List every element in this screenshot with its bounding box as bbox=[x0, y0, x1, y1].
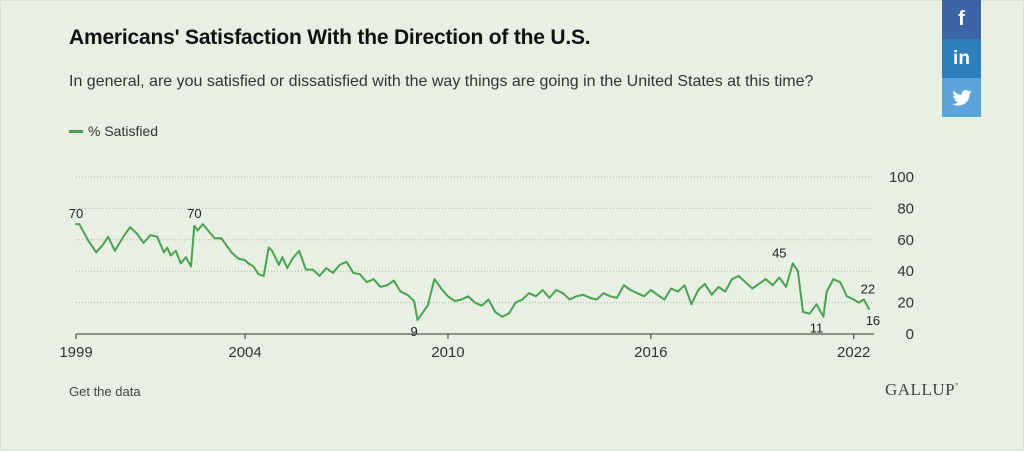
legend-swatch bbox=[69, 129, 83, 133]
gallup-logo: GALLUP° bbox=[885, 380, 959, 400]
y-tick-label: 60 bbox=[897, 232, 914, 249]
x-tick-label: 2004 bbox=[228, 344, 261, 361]
data-label: 11 bbox=[810, 321, 824, 336]
data-label: 45 bbox=[772, 245, 786, 260]
x-tick-label: 2022 bbox=[837, 344, 870, 361]
twitter-icon bbox=[951, 89, 972, 106]
y-tick-label: 0 bbox=[906, 326, 914, 343]
data-label: 70 bbox=[187, 206, 201, 221]
data-label: 22 bbox=[861, 281, 875, 296]
series-line-satisfied bbox=[75, 223, 870, 321]
linkedin-share-button[interactable]: in bbox=[942, 39, 981, 78]
share-bar: f in bbox=[942, 0, 981, 117]
y-tick-label: 80 bbox=[897, 200, 914, 217]
chart-subtitle: In general, are you satisfied or dissati… bbox=[69, 73, 814, 90]
gallup-logo-mark: ° bbox=[955, 381, 959, 391]
gallup-logo-text: GALLUP bbox=[885, 380, 956, 399]
y-tick-label: 100 bbox=[889, 169, 914, 186]
legend-label: % Satisfied bbox=[88, 123, 159, 139]
facebook-icon: f bbox=[958, 8, 965, 30]
linkedin-icon: in bbox=[953, 47, 970, 69]
chart-title: Americans' Satisfaction With the Directi… bbox=[69, 26, 591, 49]
x-tick-label: 1999 bbox=[59, 344, 92, 361]
y-tick-label: 40 bbox=[897, 263, 914, 280]
data-label: 70 bbox=[69, 206, 83, 221]
x-tick-label: 2016 bbox=[634, 344, 667, 361]
legend: % Satisfied bbox=[69, 122, 158, 140]
y-tick-label: 20 bbox=[897, 295, 914, 312]
twitter-share-button[interactable] bbox=[942, 78, 981, 117]
get-data-link[interactable]: Get the data bbox=[69, 384, 141, 399]
x-tick-label: 2010 bbox=[431, 344, 464, 361]
data-label: 9 bbox=[411, 324, 418, 339]
data-label: 16 bbox=[866, 313, 880, 328]
facebook-share-button[interactable]: f bbox=[942, 0, 981, 39]
